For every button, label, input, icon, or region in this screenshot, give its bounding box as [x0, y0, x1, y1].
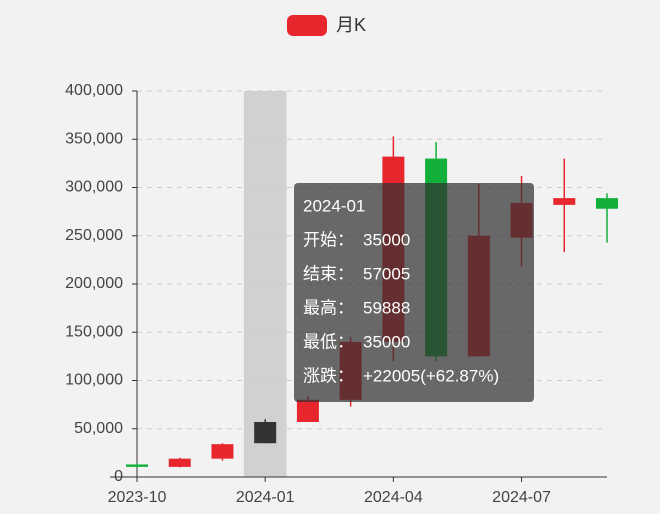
x-tick-label: 2024-04 [364, 489, 423, 506]
y-tick-label: 300,000 [65, 179, 123, 196]
y-tick-label: 350,000 [65, 130, 123, 147]
candle-body[interactable] [211, 444, 234, 459]
y-tick-label: 100,000 [65, 372, 123, 389]
tooltip-label: 结束： [303, 264, 354, 283]
x-tick-label: 2024-01 [236, 489, 295, 506]
candle-body[interactable] [126, 464, 148, 467]
tooltip-label: 开始： [303, 230, 354, 249]
y-tick-label: 400,000 [65, 82, 123, 99]
tooltip-label: 最低： [303, 332, 354, 351]
x-tick-label: 2024-07 [492, 489, 551, 506]
tooltip-value: 57005 [363, 264, 410, 283]
candle-body[interactable] [296, 399, 319, 422]
tooltip-label: 最高： [303, 298, 354, 317]
tooltip-value: +22005(+62.87%) [363, 366, 499, 385]
candle-body[interactable] [553, 198, 576, 205]
y-tick-label: 200,000 [65, 275, 123, 292]
tooltip-label: 涨跌： [303, 366, 354, 385]
candle-body[interactable] [596, 198, 618, 209]
tooltip-title: 2024-01 [303, 196, 365, 215]
x-tick-label: 2023-10 [108, 489, 167, 506]
tooltip-value: 59888 [363, 298, 410, 317]
y-tick-label: 50,000 [74, 420, 123, 437]
candle-body[interactable] [168, 458, 191, 467]
tooltip-box [294, 183, 534, 402]
candle-body[interactable] [254, 421, 277, 444]
tooltip-value: 35000 [363, 332, 410, 351]
y-tick-label: 150,000 [65, 323, 123, 340]
y-tick-label: 250,000 [65, 227, 123, 244]
legend-label[interactable]: 月K [336, 15, 366, 35]
tooltip-value: 35000 [363, 230, 410, 249]
legend-swatch[interactable] [287, 15, 327, 36]
